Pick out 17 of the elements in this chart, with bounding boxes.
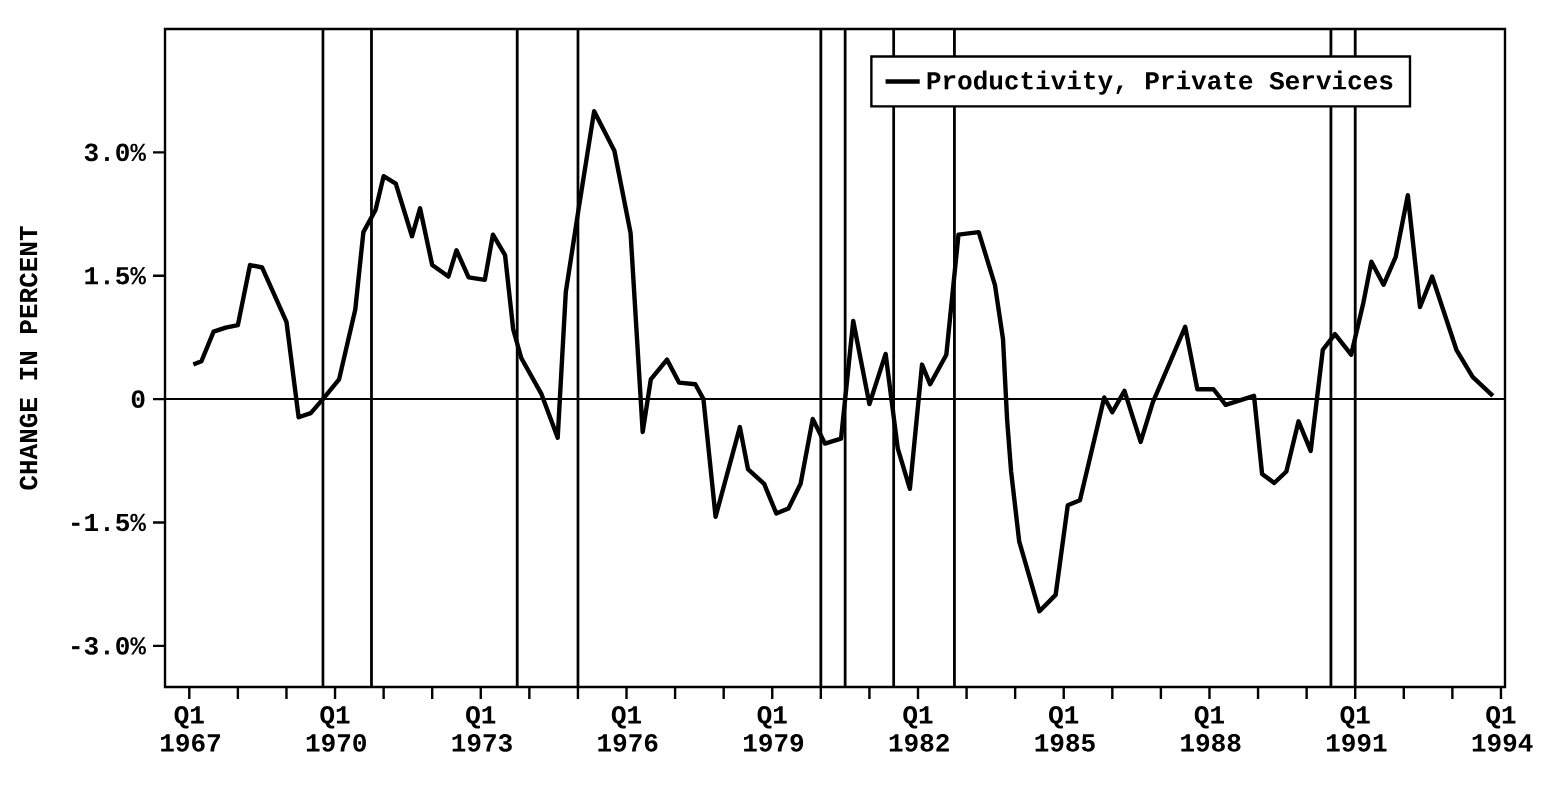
x-tick-label: Q1 1967 xyxy=(161,706,220,752)
y-tick-label: 1.5% xyxy=(85,266,146,285)
x-tick-label: Q1 1988 xyxy=(1181,706,1241,752)
x-tick-label: Q1 1979 xyxy=(744,706,804,752)
y-tick-label: -1.5% xyxy=(72,513,146,532)
x-tick-label: Q1 1985 xyxy=(1035,706,1095,752)
legend-label: Productivity, Private Services xyxy=(927,70,1393,95)
y-tick-label: -3.0% xyxy=(72,637,146,655)
x-tick-label: Q1 1991 xyxy=(1326,706,1387,752)
x-tick-label: Q1 1982 xyxy=(889,706,949,752)
x-tick-label: Q1 1976 xyxy=(598,706,658,752)
x-tick-label: Q1 1970 xyxy=(306,706,366,752)
x-tick-label: Q1 1994 xyxy=(1472,706,1533,752)
y-axis-title: CHANGE IN PERCENT xyxy=(19,226,38,490)
y-tick-label: 3.0% xyxy=(84,143,146,162)
x-tick-label: Q1 1973 xyxy=(452,706,512,752)
y-tick-label: 0 xyxy=(131,390,145,408)
